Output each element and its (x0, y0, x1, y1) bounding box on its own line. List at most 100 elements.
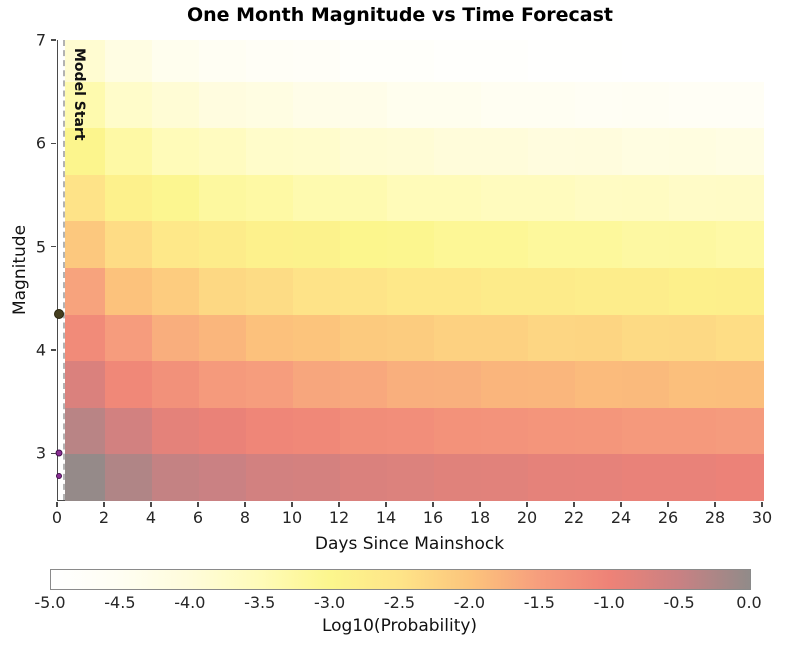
y-axis-label: Magnitude (10, 224, 30, 316)
heatmap-cell (152, 81, 200, 129)
y-axis-tick-label: 6 (35, 133, 46, 153)
x-axis-tick-label: 8 (239, 508, 251, 527)
heatmap-cell (293, 360, 341, 408)
heatmap-cell (575, 453, 623, 501)
heatmap-cell (152, 360, 200, 408)
x-axis-tick-label: 10 (281, 508, 303, 527)
heatmap-cell (481, 127, 529, 175)
heatmap-cell (575, 127, 623, 175)
heatmap-cell (387, 220, 435, 268)
heatmap-cell (65, 406, 106, 455)
x-axis-tick-label: 6 (192, 508, 204, 527)
heatmap-cell (340, 313, 388, 362)
heatmap-cell (716, 313, 764, 362)
x-axis-tick (526, 501, 528, 507)
heatmap-cell (622, 81, 670, 129)
colorbar-label: Log10(Probability) (321, 616, 478, 636)
x-axis-tick-label: 0 (51, 508, 63, 527)
x-axis-tick-label: 12 (328, 508, 350, 527)
heatmap-cell (105, 81, 153, 129)
heatmap-cell (387, 360, 435, 408)
colorbar-tick-label: -1.0 (593, 593, 625, 612)
heatmap-cell (575, 174, 623, 222)
heatmap-cell (528, 127, 576, 175)
heatmap-cell (434, 313, 482, 362)
heatmap-cell (246, 81, 294, 129)
heatmap-cell (434, 174, 482, 222)
colorbar-tick-label: 0.0 (736, 593, 762, 612)
colorbar-tick-label: -3.0 (313, 593, 346, 612)
y-axis-tick-label: 3 (35, 443, 46, 463)
heatmap-cell (199, 313, 247, 362)
x-axis-tick (432, 501, 434, 507)
heatmap-cell (152, 40, 200, 82)
x-axis-tick (150, 501, 152, 507)
heatmap-cell (481, 267, 529, 315)
colorbar-tick-label: -2.0 (453, 593, 485, 612)
heatmap-cell (622, 174, 670, 222)
heatmap-cell (481, 453, 529, 501)
heatmap-cell (481, 81, 529, 129)
x-axis-tick-label: 20 (516, 508, 538, 527)
observed-event-dot (55, 449, 63, 457)
heatmap-cell (340, 406, 388, 455)
heatmap-cell (481, 174, 529, 222)
heatmap-cell (199, 40, 247, 82)
x-axis-tick-label: 18 (469, 508, 491, 527)
heatmap-cell (528, 360, 576, 408)
heatmap-cell (246, 313, 294, 362)
heatmap-cell (669, 360, 717, 408)
heatmap-cell (105, 313, 153, 362)
heatmap-cell (434, 453, 482, 501)
heatmap-cell (65, 313, 106, 362)
x-axis-tick (385, 501, 387, 507)
heatmap-cell (199, 127, 247, 175)
x-axis-tick-label: 2 (98, 508, 110, 527)
heatmap-cell (481, 220, 529, 268)
heatmap-cell (246, 174, 294, 222)
heatmap-cell (387, 81, 435, 129)
model-start-dashed-line (62, 40, 65, 500)
heatmap-cell (669, 174, 717, 222)
heatmap-cell (199, 406, 247, 455)
y-axis-tick-label: 5 (35, 237, 46, 257)
heatmap-cell (575, 360, 623, 408)
x-axis-tick (714, 501, 716, 507)
heatmap-cell (293, 313, 341, 362)
colorbar-tick-label: -3.5 (244, 593, 276, 612)
x-axis-tick (761, 501, 763, 507)
heatmap-cell (246, 406, 294, 455)
x-axis-tick-label: 30 (751, 508, 773, 527)
heatmap-cell (387, 267, 435, 315)
x-axis-tick-label: 4 (145, 508, 157, 527)
heatmap-cell (105, 453, 153, 501)
heatmap-cell (528, 40, 576, 82)
heatmap-cell (105, 127, 153, 175)
heatmap-cell (340, 453, 388, 501)
heatmap-cell (716, 360, 764, 408)
heatmap-cell (293, 40, 341, 82)
heatmap-cell (716, 220, 764, 268)
x-axis-tick-label: 26 (657, 508, 679, 527)
heatmap-cell (387, 453, 435, 501)
heatmap-cell (622, 127, 670, 175)
heatmap-cell (293, 127, 341, 175)
x-axis-tick (103, 501, 105, 507)
heatmap-cell (293, 267, 341, 315)
heatmap-cell (105, 360, 153, 408)
colorbar-tick-label: -4.5 (104, 593, 136, 612)
heatmap-cell (575, 40, 623, 82)
heatmap-cell (528, 313, 576, 362)
heatmap-cell (622, 267, 670, 315)
x-axis-tick (620, 501, 622, 507)
x-axis-tick (573, 501, 575, 507)
heatmap-cell (669, 313, 717, 362)
heatmap-cell (575, 313, 623, 362)
heatmap-cell (434, 81, 482, 129)
heatmap-cell (199, 360, 247, 408)
x-axis-tick (56, 501, 58, 507)
heatmap-cell (387, 40, 435, 82)
x-axis-tick-label: 24 (610, 508, 632, 527)
heatmap-cell (65, 81, 106, 129)
